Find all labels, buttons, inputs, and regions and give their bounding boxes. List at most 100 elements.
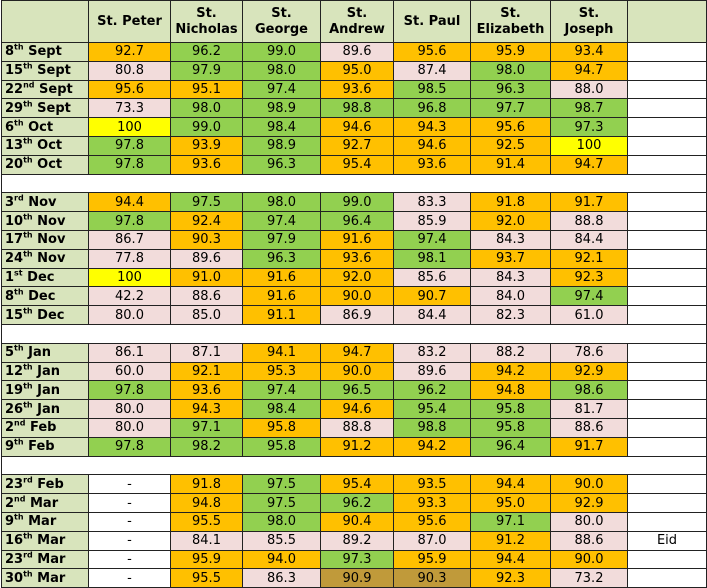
header-text: George bbox=[255, 21, 308, 37]
data-row: 10th Nov 97.8 92.4 97.4 96.4 85.9 92.0 88.8 bbox=[1, 211, 707, 231]
value-cell: 96.3 bbox=[242, 248, 321, 269]
data-row: 29th Sept 73.3 98.0 98.9 98.8 96.8 97.7 98.7 bbox=[1, 98, 707, 119]
date-suffix: th bbox=[23, 137, 33, 147]
data-row: 16th Mar -84.1 85.5 89.2 87.0 91.2 88.6 Eid bbox=[1, 530, 707, 551]
value-cell: 92.7 bbox=[88, 42, 171, 62]
date-day: 23 bbox=[5, 551, 24, 567]
value-cell: 100 bbox=[88, 267, 171, 288]
note-cell bbox=[627, 342, 707, 363]
date-suffix: st bbox=[14, 268, 23, 278]
value-cell: 92.9 bbox=[550, 361, 628, 382]
value-cell: 78.6 bbox=[550, 342, 628, 363]
header-cell: St. Paul bbox=[393, 0, 471, 43]
value-cell: 95.4 bbox=[393, 399, 471, 419]
value-cell: 87.1 bbox=[170, 342, 243, 363]
value-cell: 88.2 bbox=[470, 342, 551, 363]
date-day: 3 bbox=[5, 194, 15, 210]
value-cell: 99.0 bbox=[170, 117, 243, 137]
date-suffix: th bbox=[23, 155, 33, 165]
date-suffix: th bbox=[23, 362, 33, 372]
value-cell: 94.2 bbox=[470, 361, 551, 382]
data-row: 8th Dec 42.2 88.6 91.6 90.0 90.7 84.0 97.4 bbox=[1, 286, 707, 307]
date-cell: 1st Dec bbox=[1, 267, 89, 288]
date-cell: 23rd Mar bbox=[1, 549, 89, 570]
value-cell: 96.3 bbox=[470, 79, 551, 100]
value-cell: 95.9 bbox=[393, 549, 471, 570]
note-cell bbox=[627, 568, 707, 588]
date-month: Mar bbox=[28, 514, 57, 530]
data-row: 19th Jan 97.8 93.6 97.4 96.5 96.2 94.8 98.6 bbox=[1, 380, 707, 401]
value-cell: 90.0 bbox=[550, 549, 628, 570]
value-cell: 60.0 bbox=[88, 361, 171, 382]
note-cell bbox=[627, 417, 707, 438]
date-cell: 17th Nov bbox=[1, 229, 89, 250]
header-text: St. Peter bbox=[97, 13, 162, 29]
date-suffix: nd bbox=[14, 494, 26, 504]
data-row: 9th Feb 97.8 98.2 95.8 91.2 94.2 96.4 91.7 bbox=[1, 436, 707, 457]
date-cell: 8th Dec bbox=[1, 286, 89, 307]
header-text: Elizabeth bbox=[476, 21, 545, 37]
data-row: 15th Sept 80.8 97.9 98.0 95.0 87.4 98.0 94.7 bbox=[1, 60, 707, 81]
header-text: Nicholas bbox=[175, 21, 238, 37]
value-cell: 90.0 bbox=[550, 474, 628, 495]
date-day: 17 bbox=[5, 232, 24, 248]
value-cell: 84.1 bbox=[170, 530, 243, 551]
value-cell: 86.1 bbox=[88, 342, 171, 363]
value-cell: 97.4 bbox=[550, 286, 628, 307]
date-day: 26 bbox=[5, 401, 24, 417]
date-month: Nov bbox=[37, 213, 66, 229]
value-cell: 73.2 bbox=[550, 568, 628, 588]
value-cell: 95.6 bbox=[88, 79, 171, 100]
value-cell: 82.3 bbox=[470, 305, 551, 325]
date-day: 1 bbox=[5, 269, 15, 285]
date-cell: 16th Mar bbox=[1, 530, 89, 551]
date-cell: 2nd Mar bbox=[1, 493, 89, 513]
value-cell: 94.3 bbox=[170, 399, 243, 419]
value-cell: 93.6 bbox=[170, 154, 243, 175]
date-day: 6 bbox=[5, 119, 15, 135]
header-cell: St. Andrew bbox=[320, 0, 394, 43]
value-cell: 96.2 bbox=[393, 380, 471, 401]
value-cell: 97.8 bbox=[88, 135, 171, 156]
data-row: 15th Dec 80.0 85.0 91.1 86.9 84.4 82.3 61.0 bbox=[1, 305, 707, 325]
data-row: 5th Jan 86.1 87.1 94.1 94.7 83.2 88.2 78.6 bbox=[1, 342, 707, 363]
value-cell: 98.0 bbox=[242, 60, 321, 81]
value-cell: 90.9 bbox=[320, 568, 394, 588]
value-cell: 94.8 bbox=[470, 380, 551, 401]
value-cell: 99.0 bbox=[242, 42, 321, 62]
data-row: 8th Sept 92.7 96.2 99.0 89.6 95.6 95.9 93.4 bbox=[1, 42, 707, 62]
date-day: 10 bbox=[5, 213, 24, 229]
value-cell: 98.4 bbox=[242, 117, 321, 137]
date-month: Oct bbox=[37, 138, 63, 154]
value-cell: 94.7 bbox=[320, 342, 394, 363]
date-month: Feb bbox=[37, 476, 64, 492]
value-cell: 97.1 bbox=[470, 511, 551, 532]
date-day: 16 bbox=[5, 533, 24, 549]
value-cell: 85.6 bbox=[393, 267, 471, 288]
value-cell: 97.4 bbox=[242, 211, 321, 231]
header-text: St. bbox=[578, 5, 600, 21]
date-suffix: th bbox=[23, 99, 33, 109]
date-day: 22 bbox=[5, 81, 24, 97]
date-suffix: th bbox=[23, 231, 33, 241]
note-cell bbox=[627, 229, 707, 250]
data-row: 1st Dec 100 91.0 91.6 92.0 85.6 84.3 92.3 bbox=[1, 267, 707, 288]
blank-row bbox=[1, 173, 707, 194]
value-cell: 97.5 bbox=[170, 192, 243, 213]
value-cell: 80.0 bbox=[88, 399, 171, 419]
header-cell: St. George bbox=[242, 0, 321, 43]
date-month: Nov bbox=[28, 194, 57, 210]
value-cell: 83.2 bbox=[393, 342, 471, 363]
value-cell: 90.3 bbox=[393, 568, 471, 588]
value-cell: 81.7 bbox=[550, 399, 628, 419]
value-cell: 93.6 bbox=[170, 380, 243, 401]
value-cell: 95.8 bbox=[470, 399, 551, 419]
value-cell: 94.4 bbox=[470, 549, 551, 570]
header-row: St. Peter St. Nicholas St. George St. Andrew St… bbox=[1, 0, 707, 43]
value-cell: 98.6 bbox=[550, 380, 628, 401]
note-cell bbox=[627, 549, 707, 570]
data-row: 22nd Sept 95.6 95.1 97.4 93.6 98.5 96.3 88.0 bbox=[1, 79, 707, 100]
date-cell: 22nd Sept bbox=[1, 79, 89, 100]
date-suffix: th bbox=[23, 531, 33, 541]
